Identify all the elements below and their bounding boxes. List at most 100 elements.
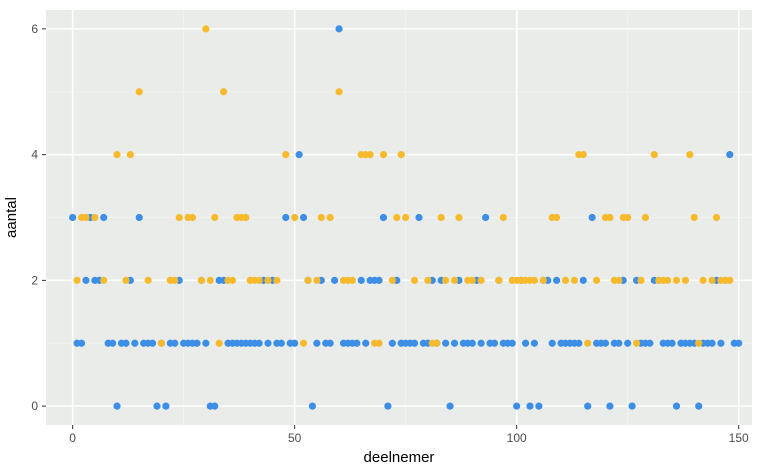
data-point — [348, 276, 356, 284]
data-point — [277, 339, 285, 347]
data-point — [442, 339, 450, 347]
data-point — [584, 339, 592, 347]
data-point — [575, 339, 583, 347]
data-point — [726, 151, 734, 159]
data-point — [202, 339, 210, 347]
data-point — [188, 213, 197, 222]
data-point — [624, 339, 632, 347]
data-point — [397, 151, 405, 159]
data-point — [495, 276, 503, 284]
data-point — [433, 339, 441, 347]
data-point — [384, 402, 392, 410]
data-point — [331, 276, 339, 284]
data-point — [242, 213, 250, 222]
data-point — [681, 276, 689, 284]
data-point — [171, 276, 179, 284]
data-point — [388, 276, 396, 284]
data-point — [508, 339, 516, 347]
y-tick-label: 2 — [31, 273, 38, 287]
y-tick-label: 0 — [31, 399, 38, 413]
data-point — [335, 25, 343, 33]
data-point — [135, 88, 143, 96]
data-point — [468, 339, 476, 347]
data-point — [308, 402, 317, 410]
data-point — [193, 339, 201, 347]
data-point — [579, 151, 587, 159]
data-point — [69, 213, 77, 222]
data-point — [122, 276, 130, 284]
data-point — [388, 339, 396, 347]
data-point — [424, 276, 432, 284]
data-point — [313, 276, 321, 284]
data-point — [601, 339, 610, 347]
data-point — [584, 402, 592, 410]
data-point — [664, 276, 672, 284]
data-point — [606, 213, 614, 222]
data-point — [637, 276, 645, 284]
data-point — [695, 339, 703, 347]
data-point — [632, 339, 641, 347]
data-point — [535, 402, 543, 410]
data-point — [144, 276, 152, 284]
data-point — [202, 25, 210, 33]
data-point — [468, 276, 476, 284]
data-point — [353, 339, 361, 347]
data-point — [477, 276, 485, 284]
data-point — [379, 151, 388, 159]
data-point — [211, 402, 219, 410]
data-point — [379, 213, 388, 222]
data-point — [686, 151, 694, 159]
data-point — [291, 213, 299, 222]
data-point — [699, 276, 707, 284]
data-point — [100, 276, 108, 284]
data-point — [588, 213, 596, 222]
data-point — [490, 339, 499, 347]
data-point — [91, 213, 99, 222]
x-tick-label: 150 — [729, 431, 749, 445]
data-point — [291, 339, 299, 347]
data-point — [410, 339, 419, 347]
data-point — [264, 276, 272, 284]
data-point — [255, 339, 263, 347]
data-point — [668, 339, 676, 347]
data-point — [712, 213, 721, 222]
data-point — [735, 339, 743, 347]
data-point — [153, 402, 161, 410]
data-point — [561, 276, 570, 284]
data-point — [592, 276, 601, 284]
data-point — [157, 339, 166, 347]
data-point — [366, 151, 374, 159]
data-point — [135, 213, 143, 222]
data-point — [393, 213, 401, 222]
data-point — [113, 402, 121, 410]
y-tick-label: 6 — [31, 22, 38, 36]
data-points — [69, 25, 743, 410]
data-point — [442, 276, 450, 284]
data-point — [521, 339, 530, 347]
x-tick-label: 0 — [69, 431, 76, 445]
data-point — [526, 402, 534, 410]
data-point — [73, 276, 81, 284]
data-point — [690, 213, 698, 222]
data-point — [282, 151, 290, 159]
data-point — [446, 402, 454, 410]
data-point — [539, 276, 547, 284]
data-point — [326, 213, 334, 222]
data-point — [126, 151, 134, 159]
data-point — [375, 276, 383, 284]
data-point — [206, 276, 214, 284]
data-point — [362, 339, 370, 347]
data-point — [304, 276, 312, 284]
data-point — [579, 276, 587, 284]
data-point — [513, 402, 521, 410]
data-point — [530, 276, 539, 284]
data-point — [109, 339, 117, 347]
data-point — [211, 213, 219, 222]
data-point — [313, 339, 321, 347]
data-point — [335, 88, 343, 96]
data-point — [606, 402, 614, 410]
y-axis-title: aantal — [3, 197, 20, 238]
x-tick-label: 100 — [507, 431, 527, 445]
data-point — [295, 151, 303, 159]
